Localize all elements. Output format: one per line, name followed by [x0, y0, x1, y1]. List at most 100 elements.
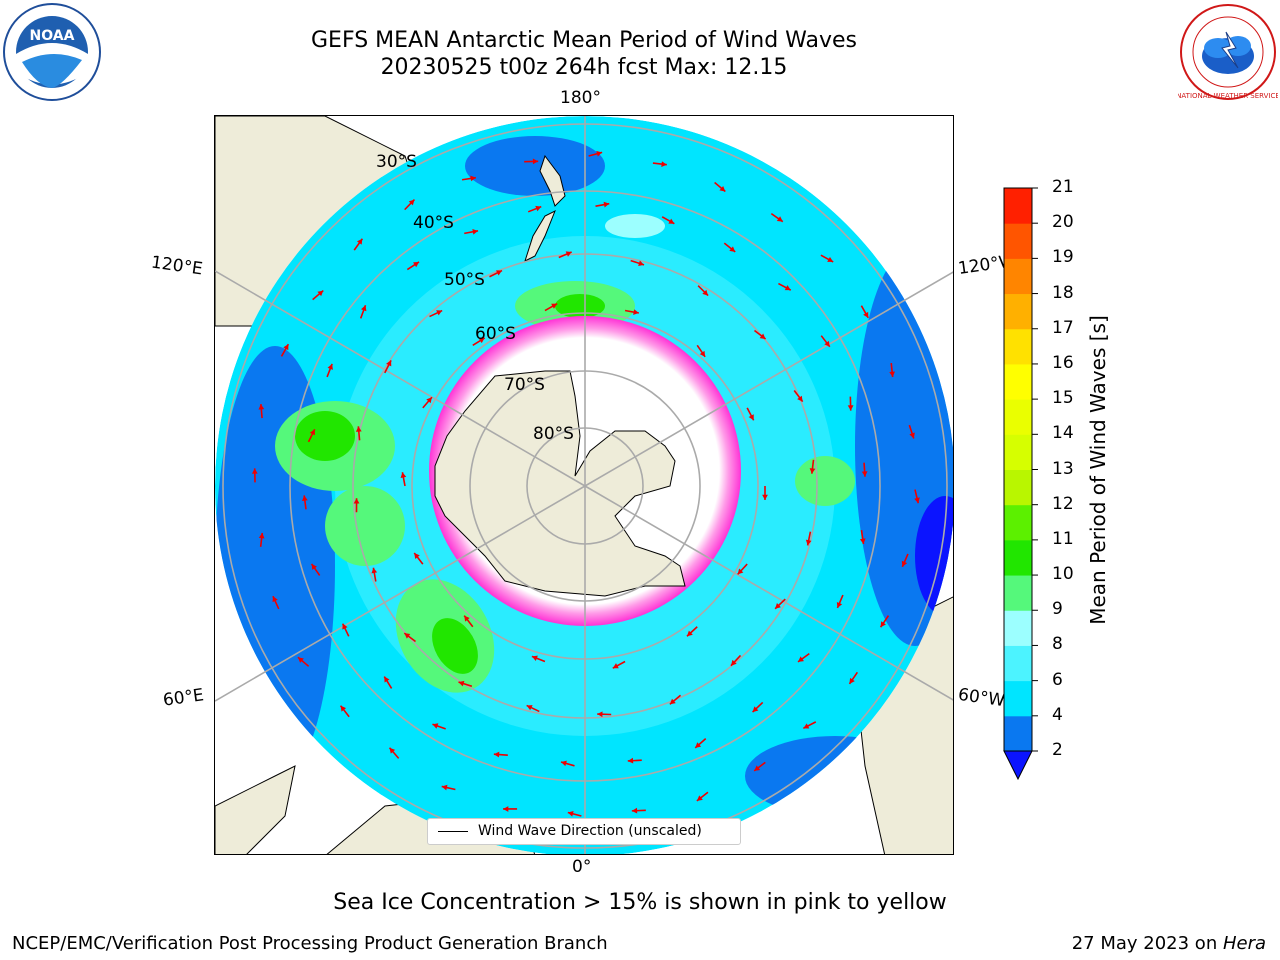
- wave-arrow-head: [762, 494, 768, 500]
- wave-arrow-head: [824, 340, 830, 347]
- lon-label-60w: 60°W: [956, 684, 1007, 712]
- colorbar-segment: [1004, 328, 1032, 365]
- wave-arrow-head: [914, 497, 920, 504]
- wave-arrow-head: [686, 630, 693, 637]
- land-africa: [215, 765, 296, 854]
- wave-arrow-head: [404, 633, 411, 639]
- wave-arrow-head: [836, 601, 843, 608]
- colorbar-tick-label: 16: [1052, 352, 1074, 373]
- wave-arrow-head: [532, 158, 539, 165]
- wave-arrow-head: [597, 711, 603, 718]
- wave-arrow-head: [730, 659, 737, 666]
- wave-arrow-head: [360, 305, 367, 312]
- wave-arrow-head: [661, 161, 667, 167]
- legend-line-icon: [438, 831, 468, 832]
- colorbar-label: Mean Period of Wind Waves [s]: [1086, 315, 1110, 625]
- wave-arrow-head: [400, 472, 407, 478]
- wave-arrow-head: [909, 432, 915, 439]
- wave-arrow-head: [596, 150, 603, 157]
- lon-label-0: 0°: [572, 857, 592, 877]
- noaa-logo-text: NOAA: [30, 28, 75, 44]
- wave-arrow-head: [668, 218, 675, 224]
- colorbar-tick-label: 21: [1052, 177, 1074, 197]
- chart-subtitle: 20230525 t00z 264h fcst Max: 12.15: [380, 55, 788, 80]
- colorbar-segment: [1004, 645, 1032, 682]
- chart-title: GEFS MEAN Antarctic Mean Period of Wind …: [311, 28, 857, 53]
- wave-arrow-head: [342, 623, 348, 630]
- wave-arrow-head: [729, 246, 736, 252]
- wave-arrow-head: [863, 311, 869, 318]
- colorbar-tick-label: 2: [1052, 740, 1063, 760]
- colorbar-segment: [1004, 363, 1032, 400]
- colorbar-tick-label: 19: [1052, 247, 1074, 268]
- colorbar-tick-label: 11: [1052, 528, 1074, 549]
- wave-arrow-head: [627, 757, 634, 764]
- wave-arrow-head: [353, 498, 360, 504]
- wave-arrow-head: [754, 765, 761, 771]
- colorbar-tick-label: 8: [1052, 634, 1063, 655]
- nws-logo: NATIONAL WEATHER SERVICE: [1178, 4, 1278, 100]
- wave-arrow-head: [426, 397, 432, 404]
- wave-arrow-head: [759, 333, 766, 339]
- lat-label-70s: 70°S: [504, 375, 545, 395]
- wave-arrow-head: [752, 706, 759, 713]
- wave-arrow-head: [535, 205, 542, 212]
- wave-arrow-head: [880, 621, 886, 628]
- wave-arrow-head: [805, 539, 812, 546]
- wave-arrow-head: [272, 596, 278, 603]
- colorbar-segment: [1004, 610, 1032, 646]
- wave-arrow-head: [464, 615, 470, 622]
- colorbar-segment: [1004, 223, 1032, 259]
- footer-date: 27 May 2023 on Hera: [1072, 933, 1266, 954]
- wave-arrow-head: [503, 806, 509, 812]
- wave-arrow-head: [441, 784, 448, 791]
- land-new-zealand: [524, 154, 566, 262]
- wave-arrow-head: [784, 285, 791, 291]
- colorbar-tick-label: 14: [1052, 423, 1074, 444]
- wave-arrow-head: [776, 216, 783, 222]
- colorbar: [1000, 186, 1040, 790]
- wave-arrow-head: [478, 337, 485, 344]
- wave-arrow-head: [696, 795, 703, 801]
- wave-arrow-head: [719, 185, 726, 192]
- wave-arrow-head: [889, 371, 895, 377]
- wave-arrow-head: [638, 260, 645, 266]
- colorbar-segment: [1004, 258, 1032, 295]
- colorbar-scale: [1003, 187, 1038, 781]
- wave-direction-arrows: [251, 150, 920, 817]
- colorbar-extend-arrow: [1003, 750, 1033, 781]
- wave-arrow-head: [297, 657, 304, 663]
- colorbar-segment: [1004, 434, 1032, 470]
- lon-label-120e: 120°E: [149, 252, 204, 280]
- colorbar-tick-label: 4: [1052, 704, 1063, 725]
- colorbar-tick-label: 17: [1052, 317, 1074, 338]
- wave-arrow-head: [472, 228, 479, 235]
- wave-arrow-head: [355, 426, 362, 432]
- wave-arrow-head: [436, 310, 443, 316]
- wave-arrow-head: [414, 553, 420, 559]
- wave-arrow-head: [432, 723, 439, 729]
- wave-arrow-head: [493, 751, 500, 758]
- wave-arrow-head: [847, 405, 854, 411]
- wave-arrow-head: [551, 303, 558, 309]
- wave-arrow-head: [283, 344, 289, 351]
- colorbar-segment: [1004, 539, 1032, 576]
- wave-arrow-head: [258, 404, 265, 410]
- wave-arrow-head: [386, 360, 392, 367]
- graticule: [215, 116, 953, 854]
- map-frame: [214, 115, 954, 855]
- wave-arrow-head: [384, 676, 390, 683]
- land-antarctica: [434, 370, 686, 597]
- colorbar-tick-label: 10: [1052, 564, 1074, 585]
- lat-label-80s: 80°S: [533, 424, 574, 444]
- colorbar-tick-label: 9: [1052, 599, 1063, 620]
- wave-arrow-head: [797, 395, 803, 402]
- footer-credit: NCEP/EMC/Verification Post Processing Pr…: [12, 933, 608, 954]
- colorbar-segment: [1004, 188, 1032, 224]
- legend-label: Wind Wave Direction (unscaled): [478, 823, 702, 839]
- colorbar-tick-label: 18: [1052, 282, 1074, 303]
- wave-arrow-head: [309, 429, 315, 436]
- wave-arrow-head: [317, 290, 324, 297]
- wave-arrow-head: [526, 705, 533, 711]
- wave-arrow-head: [340, 705, 347, 712]
